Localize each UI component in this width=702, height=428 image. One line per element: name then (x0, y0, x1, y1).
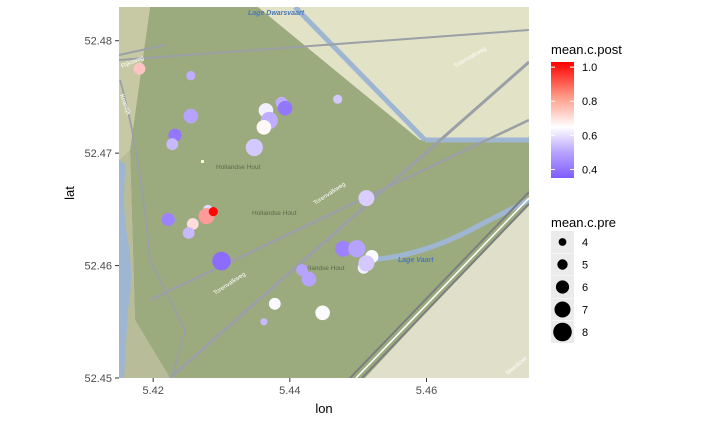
size-legend: mean.c.pre 4 5 6 7 8 (551, 215, 616, 343)
data-point (358, 255, 375, 272)
data-point (186, 71, 196, 81)
data-point (315, 305, 330, 321)
size-legend-label: 6 (582, 282, 588, 294)
data-point (208, 207, 218, 217)
y-axis: 52.45 52.46 52.47 52.48 (84, 36, 119, 385)
data-point (245, 138, 263, 157)
y-tick-label: 52.47 (84, 148, 112, 160)
data-point (161, 212, 175, 227)
data-point (335, 240, 352, 257)
data-point (183, 108, 199, 124)
y-axis-title: lat (62, 186, 77, 200)
color-legend-label: 0.4 (582, 164, 597, 176)
data-point (348, 240, 366, 258)
points-layer (133, 62, 379, 326)
y-tick-label: 52.45 (84, 373, 112, 385)
map-label: Hollandse Hout (216, 164, 261, 171)
size-legend-label: 7 (582, 305, 588, 317)
data-point (301, 271, 317, 287)
color-legend-label: 0.8 (582, 96, 597, 108)
size-legend-label: 4 (582, 237, 588, 249)
color-legend: mean.c.post 0.4 0.6 0.8 1.0 (551, 42, 622, 178)
size-legend-point (555, 280, 570, 294)
data-point (133, 62, 146, 75)
x-tick-label: 5.42 (142, 385, 163, 397)
x-tick-label: 5.46 (416, 385, 437, 397)
x-axis: 5.42 5.44 5.46 (142, 378, 437, 397)
data-point (277, 100, 293, 116)
color-legend-label: 1.0 (582, 62, 597, 74)
size-legend-label: 5 (582, 260, 588, 272)
y-tick-label: 52.48 (84, 36, 112, 48)
data-point (182, 227, 195, 239)
data-point (268, 297, 281, 310)
x-axis-title: lon (315, 401, 332, 416)
y-tick-label: 52.46 (84, 261, 112, 273)
data-point (256, 120, 272, 135)
size-legend-items: 4 5 6 7 8 (551, 231, 588, 343)
map-background (119, 7, 529, 378)
data-point (260, 318, 268, 326)
color-legend-label: 0.6 (582, 130, 597, 142)
color-bar (551, 62, 574, 178)
size-legend-point (558, 238, 567, 246)
data-point (186, 218, 199, 230)
map-label: Hollandse Hout (300, 265, 345, 272)
color-legend-ticks: 0.4 0.6 0.8 1.0 (551, 62, 597, 176)
data-point (166, 138, 179, 151)
size-legend-label: 8 (582, 327, 588, 339)
x-tick-label: 5.44 (279, 385, 300, 397)
map-label: Lage Dwarsvaart (248, 10, 305, 17)
size-legend-point (553, 322, 572, 342)
size-legend-point (557, 259, 568, 270)
size-legend-point (554, 301, 571, 318)
data-point (333, 94, 343, 104)
data-point (212, 251, 231, 271)
size-legend-title: mean.c.pre (551, 215, 616, 230)
map-label: Hollandse Hout (252, 210, 297, 217)
data-point (358, 190, 375, 207)
color-legend-title: mean.c.post (551, 42, 622, 57)
map-label: Lage Vaart (398, 257, 434, 264)
